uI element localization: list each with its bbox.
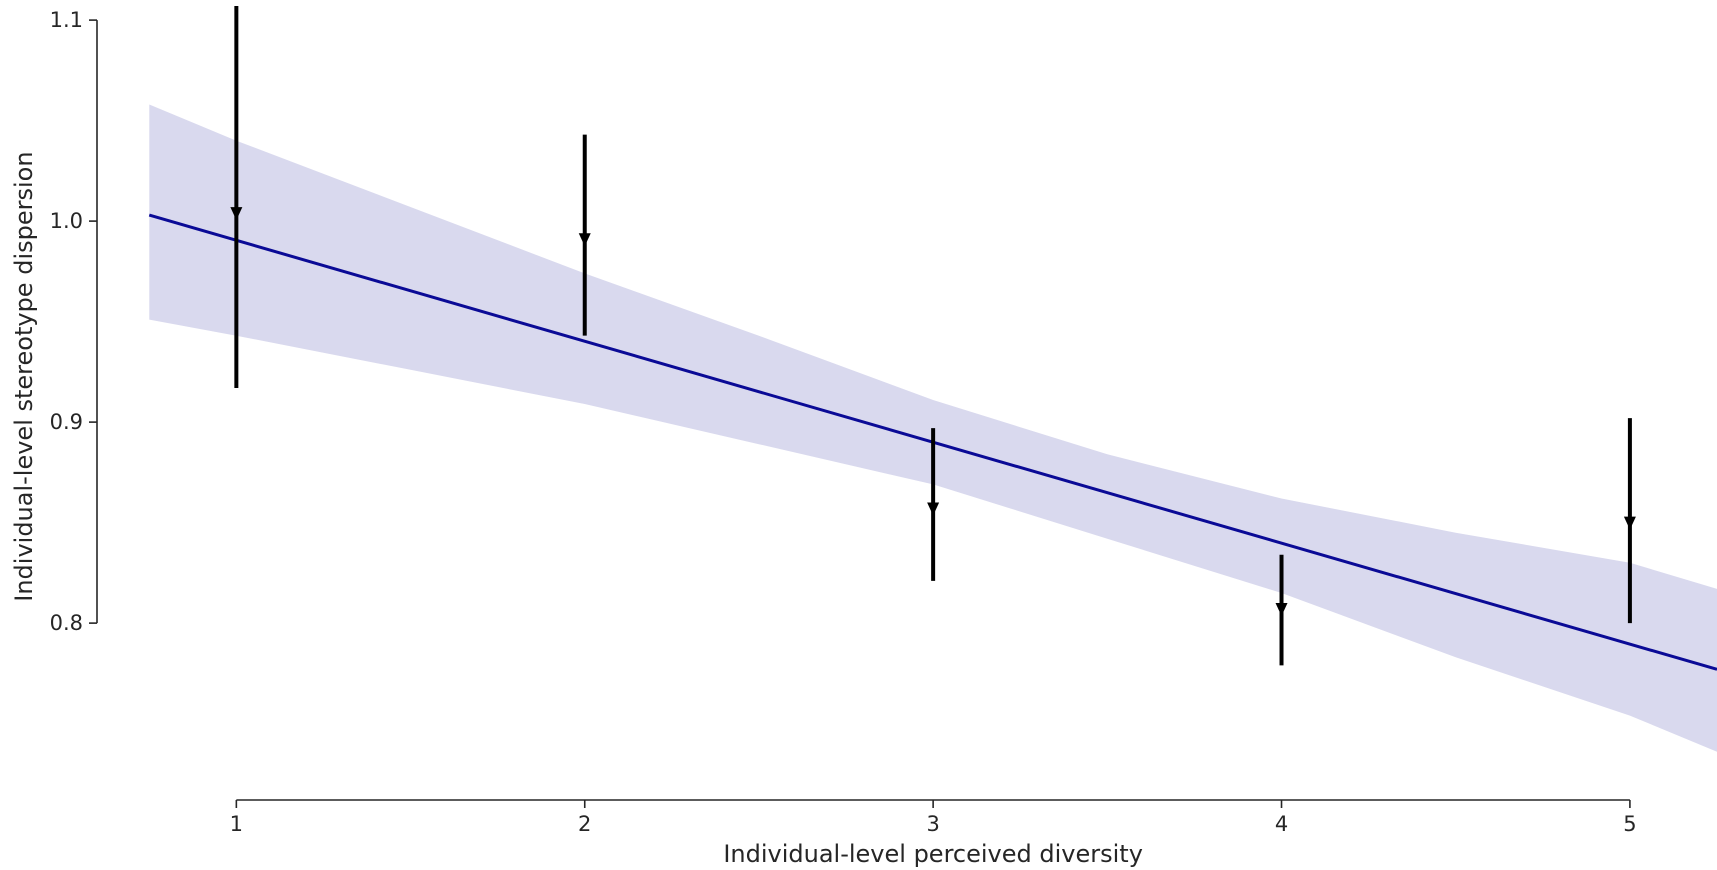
data-point-2 — [578, 134, 591, 336]
data-point-3 — [927, 428, 940, 581]
x-tick-label: 4 — [1275, 812, 1288, 836]
y-tick-label: 0.9 — [50, 410, 83, 434]
point-marker — [927, 502, 940, 516]
x-tick-label: 3 — [926, 812, 939, 836]
point-marker — [578, 233, 591, 247]
y-tick-label: 1.0 — [50, 209, 83, 233]
x-tick-label: 5 — [1623, 812, 1636, 836]
error-bar-layer — [230, 6, 1636, 666]
point-marker — [230, 207, 243, 221]
data-point-4 — [1275, 554, 1288, 666]
y-tick-label: 1.1 — [50, 8, 83, 32]
point-marker — [1275, 603, 1288, 617]
data-point-5 — [1623, 418, 1636, 624]
data-point-1 — [230, 6, 243, 388]
x-tick-label: 2 — [578, 812, 591, 836]
x-axis-label: Individual-level perceived diversity — [723, 840, 1143, 868]
y-axis-label: Individual-level stereotype dispersion — [10, 151, 38, 601]
x-tick-label: 1 — [230, 812, 243, 836]
axes: 0.8 0.9 1.0 1.1 1 2 3 4 5 — [50, 8, 1637, 836]
point-marker — [1623, 516, 1636, 530]
y-tick-label: 0.8 — [50, 611, 83, 635]
